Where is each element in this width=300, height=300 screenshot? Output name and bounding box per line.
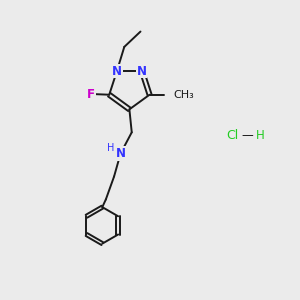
Text: —: —	[242, 129, 254, 142]
Text: N: N	[116, 147, 126, 160]
Text: H: H	[256, 129, 265, 142]
Text: N: N	[137, 64, 147, 77]
Text: F: F	[87, 88, 95, 100]
Text: CH₃: CH₃	[173, 90, 194, 100]
Text: N: N	[112, 64, 122, 77]
Text: H: H	[107, 143, 115, 153]
Text: Cl: Cl	[226, 129, 238, 142]
